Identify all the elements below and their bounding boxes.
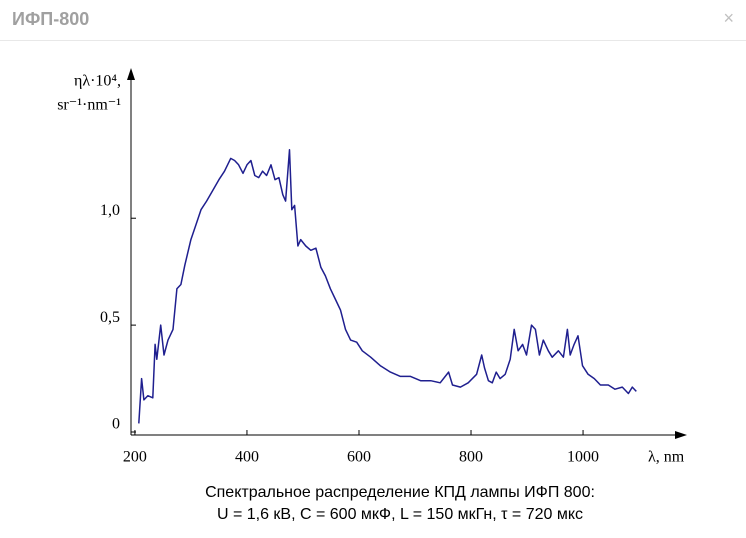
close-button[interactable]: × xyxy=(723,8,734,28)
x-tick-label: 1000 xyxy=(567,449,599,466)
modal-title: ИФП-800 xyxy=(12,9,90,29)
modal-header: ИФП-800 × xyxy=(0,0,746,41)
y-tick-label: 0,5 xyxy=(100,309,120,326)
x-axis-arrow xyxy=(675,431,687,439)
y-axis-arrow xyxy=(127,68,135,80)
x-tick-label: 200 xyxy=(123,449,147,466)
spectrum-line xyxy=(138,149,637,424)
x-tick-label: 600 xyxy=(347,449,371,466)
x-axis-label: λ, nm xyxy=(648,449,685,466)
y-axis-label: sr⁻¹·nm⁻¹ xyxy=(57,97,121,114)
chart: ηλ·10⁴, sr⁻¹·nm⁻¹ λ, nm Спектральное рас… xyxy=(57,68,687,523)
y-axis-label: ηλ·10⁴, xyxy=(74,73,121,90)
x-tick-label: 800 xyxy=(459,449,483,466)
y-tick-label: 1,0 xyxy=(100,202,120,219)
y-tick-label: 0 xyxy=(112,416,120,433)
x-tick-label: 400 xyxy=(235,449,259,466)
caption: U = 1,6 кВ, C = 600 мкФ, L = 150 мкГн, τ… xyxy=(217,506,583,523)
caption: Спектральное распределение КПД лампы ИФП… xyxy=(205,484,595,501)
